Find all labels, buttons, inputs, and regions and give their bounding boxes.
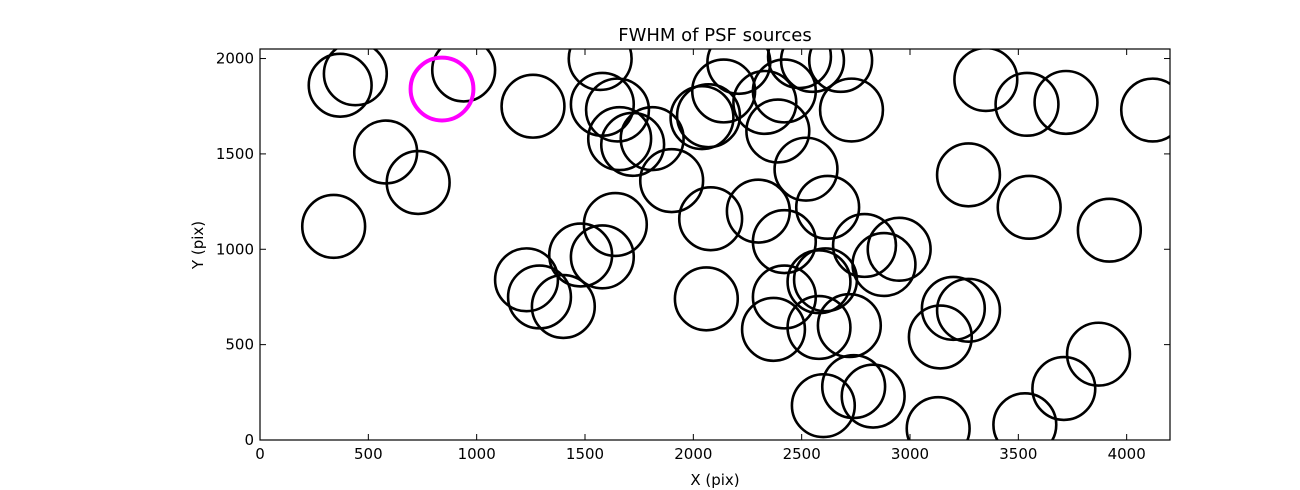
source-marker bbox=[307, 52, 373, 118]
ticks-layer: 0 500 1000 1500 2000 2500 3000 3500 4000 0 500 1000… bbox=[216, 49, 1170, 463]
source-marker bbox=[905, 395, 971, 440]
source-marker bbox=[792, 247, 859, 313]
source-marker bbox=[322, 49, 389, 107]
source-marker bbox=[992, 392, 1058, 440]
source-marker bbox=[818, 77, 885, 143]
x-tick-label: 500 bbox=[354, 445, 383, 463]
source-marker bbox=[1065, 321, 1132, 387]
y-axis-title: Y (pix) bbox=[189, 221, 207, 270]
source-marker bbox=[994, 71, 1060, 138]
x-tick-label: 2500 bbox=[783, 445, 821, 463]
x-tick-label: 3000 bbox=[891, 445, 929, 463]
x-axis-title: X (pix) bbox=[690, 471, 739, 489]
source-marker bbox=[866, 216, 932, 282]
source-marker bbox=[584, 77, 651, 143]
y-tick-label: 500 bbox=[225, 336, 254, 354]
source-marker bbox=[740, 296, 807, 363]
source-marker bbox=[430, 49, 497, 103]
source-marker bbox=[582, 191, 649, 258]
source-marker bbox=[619, 105, 685, 172]
source-marker bbox=[935, 142, 1002, 208]
source-marker bbox=[751, 264, 818, 330]
y-tick-label: 0 bbox=[244, 431, 254, 449]
source-marker bbox=[690, 58, 757, 124]
source-marker bbox=[300, 193, 367, 260]
source-marker bbox=[820, 353, 887, 420]
source-marker bbox=[530, 273, 597, 340]
source-marker bbox=[773, 136, 839, 202]
source-marker bbox=[996, 174, 1062, 241]
source-marker bbox=[675, 83, 742, 149]
source-marker bbox=[751, 208, 818, 275]
source-marker bbox=[385, 149, 451, 216]
source-marker bbox=[500, 73, 566, 139]
source-marker bbox=[920, 275, 987, 342]
source-marker bbox=[1033, 69, 1099, 136]
source-marker bbox=[907, 304, 974, 370]
source-marker bbox=[673, 266, 740, 332]
y-tick-label: 1000 bbox=[216, 240, 254, 258]
source-marker bbox=[831, 212, 898, 279]
source-marker bbox=[745, 98, 811, 164]
source-marker bbox=[586, 105, 653, 172]
highlighted-source-marker bbox=[408, 55, 476, 123]
source-marker bbox=[493, 247, 560, 313]
markers-layer bbox=[300, 49, 1170, 440]
source-marker bbox=[1119, 77, 1170, 143]
source-marker bbox=[794, 174, 861, 241]
x-tick-label: 0 bbox=[255, 445, 265, 463]
source-marker bbox=[840, 363, 906, 429]
y-tick-label: 1500 bbox=[216, 145, 254, 163]
source-marker bbox=[935, 277, 1002, 344]
source-marker bbox=[669, 84, 735, 151]
source-marker bbox=[786, 294, 852, 361]
source-marker bbox=[816, 292, 883, 359]
source-marker bbox=[953, 49, 1019, 113]
source-marker bbox=[638, 147, 705, 214]
x-tick-label: 1000 bbox=[458, 445, 496, 463]
chart-title: FWHM of PSF sources bbox=[618, 25, 812, 46]
source-marker bbox=[807, 49, 874, 94]
x-tick-label: 4000 bbox=[1108, 445, 1146, 463]
x-tick-label: 3500 bbox=[999, 445, 1037, 463]
y-tick-label: 2000 bbox=[216, 50, 254, 68]
source-marker bbox=[779, 49, 846, 94]
source-marker bbox=[851, 231, 917, 298]
source-marker bbox=[790, 372, 857, 439]
x-tick-label: 1500 bbox=[566, 445, 604, 463]
plot-frame bbox=[259, 48, 1171, 441]
x-tick-label: 2000 bbox=[674, 445, 712, 463]
source-marker bbox=[1076, 197, 1143, 263]
source-marker bbox=[569, 224, 636, 290]
source-marker bbox=[677, 186, 744, 252]
source-marker bbox=[1031, 355, 1097, 422]
source-marker bbox=[567, 49, 633, 92]
source-marker bbox=[732, 69, 798, 136]
source-marker bbox=[547, 222, 614, 288]
